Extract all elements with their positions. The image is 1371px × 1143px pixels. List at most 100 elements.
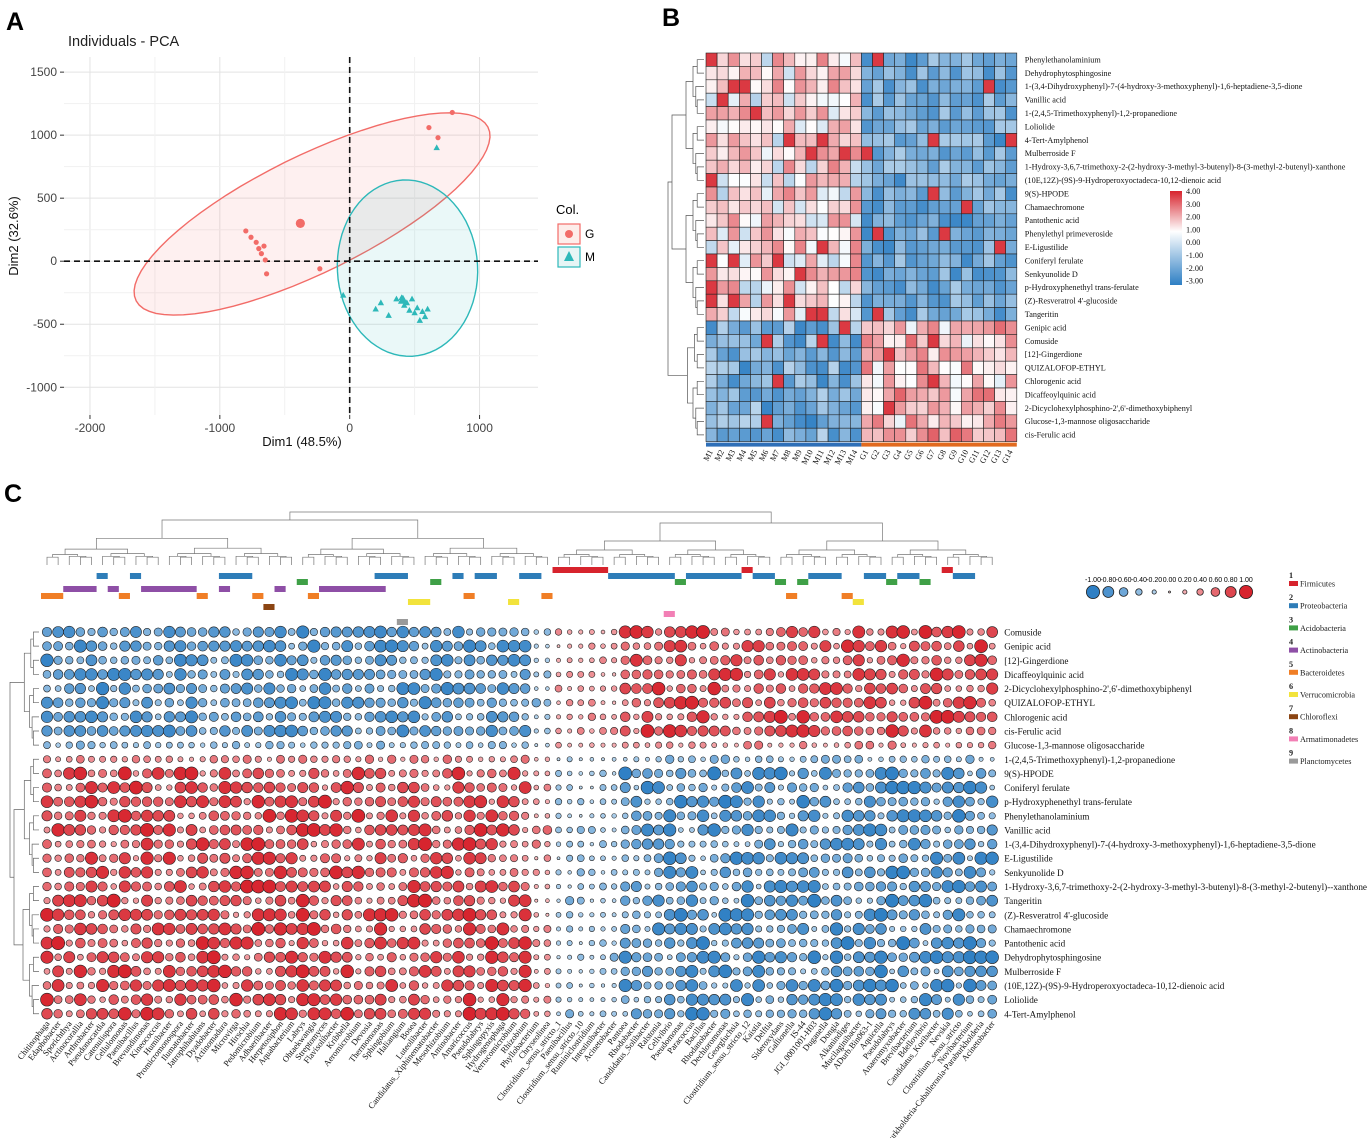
bubble-mark: [374, 908, 388, 922]
bubble-mark: [655, 741, 663, 749]
bubble-mark: [385, 639, 399, 653]
bubble-mark: [399, 967, 407, 976]
bubble-mark: [196, 979, 209, 992]
bubble-mark: [175, 938, 186, 948]
bubble-mark: [230, 795, 242, 808]
heatmap-cell: [849, 347, 862, 362]
bubble-mark: [974, 639, 988, 653]
bubble-mark: [196, 908, 209, 921]
bubble-mark: [578, 629, 584, 635]
bubble-mark: [920, 712, 930, 722]
bubble-mark: [463, 682, 476, 695]
bubble-mark: [330, 895, 342, 907]
bubble-mark: [120, 839, 130, 849]
bubble-mark: [64, 909, 75, 920]
bubble-mark: [533, 798, 540, 805]
bubble-mark: [421, 656, 429, 664]
bubble-mark: [545, 742, 550, 748]
heatmap-cell: [705, 267, 718, 282]
bubble-mark: [264, 796, 275, 807]
bubble-mark: [631, 952, 642, 963]
bubble-mark: [755, 996, 762, 1003]
bubble-row-label: Glucose-1,3-mannose oligosaccharide: [1004, 741, 1144, 751]
bubble-mark: [231, 811, 241, 821]
bubble-mark: [252, 626, 264, 638]
heatmap-cell: [894, 427, 907, 442]
bubble-mark: [229, 781, 243, 794]
heatmap-cell: [727, 119, 740, 134]
bubble-mark: [409, 867, 419, 878]
phylum-legend-num: 4: [1289, 638, 1293, 647]
phylum-bar-acidobacteria: [797, 579, 809, 585]
bubble-mark: [854, 769, 863, 778]
size-legend-label: 0.60: [1209, 577, 1223, 584]
phylum-bar-bacteroidetes: [786, 593, 798, 599]
bubble-mark: [188, 741, 195, 749]
bubble-mark: [485, 880, 499, 893]
heatmap-cell: [827, 293, 840, 308]
bubble-mark: [408, 980, 420, 991]
bubble-mark: [941, 880, 954, 893]
bubble-mark: [197, 782, 208, 793]
bubble-mark: [120, 995, 129, 1004]
bubble-mark: [852, 951, 865, 964]
heatmap-cell: [816, 414, 829, 429]
bubble-mark: [655, 911, 662, 919]
bubble-mark: [855, 684, 863, 693]
bubble-mark: [699, 967, 707, 975]
heatmap-cell: [827, 347, 840, 362]
bubble-mark: [440, 682, 454, 696]
bubble-mark: [51, 908, 65, 921]
bubble-mark: [342, 683, 353, 694]
bubble-mark: [110, 684, 118, 693]
bubble-mark: [99, 826, 107, 834]
heatmap-cell: [794, 119, 807, 134]
bubble-mark: [462, 907, 477, 922]
heatmap-cell: [750, 240, 762, 255]
bubble-mark: [988, 740, 997, 750]
bubble-mark: [142, 768, 153, 779]
bubble-mark: [699, 741, 707, 749]
heatmap-cell: [927, 387, 940, 402]
heatmap-cell: [927, 347, 940, 362]
heatmap-cell: [994, 146, 1006, 161]
heatmap-cell: [927, 334, 940, 349]
heatmap-cell: [883, 173, 895, 188]
bubble-mark: [721, 783, 730, 792]
heatmap-cell: [916, 106, 929, 121]
bubble-mark: [329, 865, 343, 880]
bubble-mark: [786, 994, 798, 1006]
heatmap-cell: [750, 213, 762, 228]
bubble-mark: [421, 939, 429, 947]
bubble-mark: [355, 685, 362, 692]
bubble-mark: [533, 784, 540, 791]
bubble-mark: [109, 938, 118, 948]
bubble-mark: [577, 685, 584, 692]
bubble-mark: [819, 696, 832, 709]
bubble-mark: [651, 681, 666, 696]
dendrogram-branch: [947, 556, 960, 565]
bubble-mark: [863, 936, 877, 950]
bubble-mark: [965, 796, 975, 807]
bubble-mark: [599, 798, 607, 805]
bubble-mark: [533, 884, 539, 889]
bubble-mark: [930, 810, 943, 822]
bubble-mark: [710, 628, 719, 636]
bubble-mark: [843, 953, 852, 961]
bubble-mark: [921, 670, 930, 679]
heatmap-cell: [716, 240, 729, 255]
bubble-mark: [342, 769, 352, 778]
bubble-mark: [676, 670, 686, 679]
bubble-mark: [241, 654, 254, 667]
bubble-mark: [855, 1010, 862, 1017]
bubble-mark: [410, 656, 418, 665]
heatmap-cell: [794, 92, 807, 107]
bubble-mark: [385, 979, 399, 992]
bubble-mark: [141, 908, 153, 921]
heatmap-cell: [894, 213, 907, 228]
heatmap-cell: [838, 133, 851, 148]
pca-point-m: [411, 309, 418, 316]
bubble-mark: [463, 965, 476, 978]
bubble-mark: [898, 952, 908, 962]
bubble-mark: [741, 640, 754, 653]
